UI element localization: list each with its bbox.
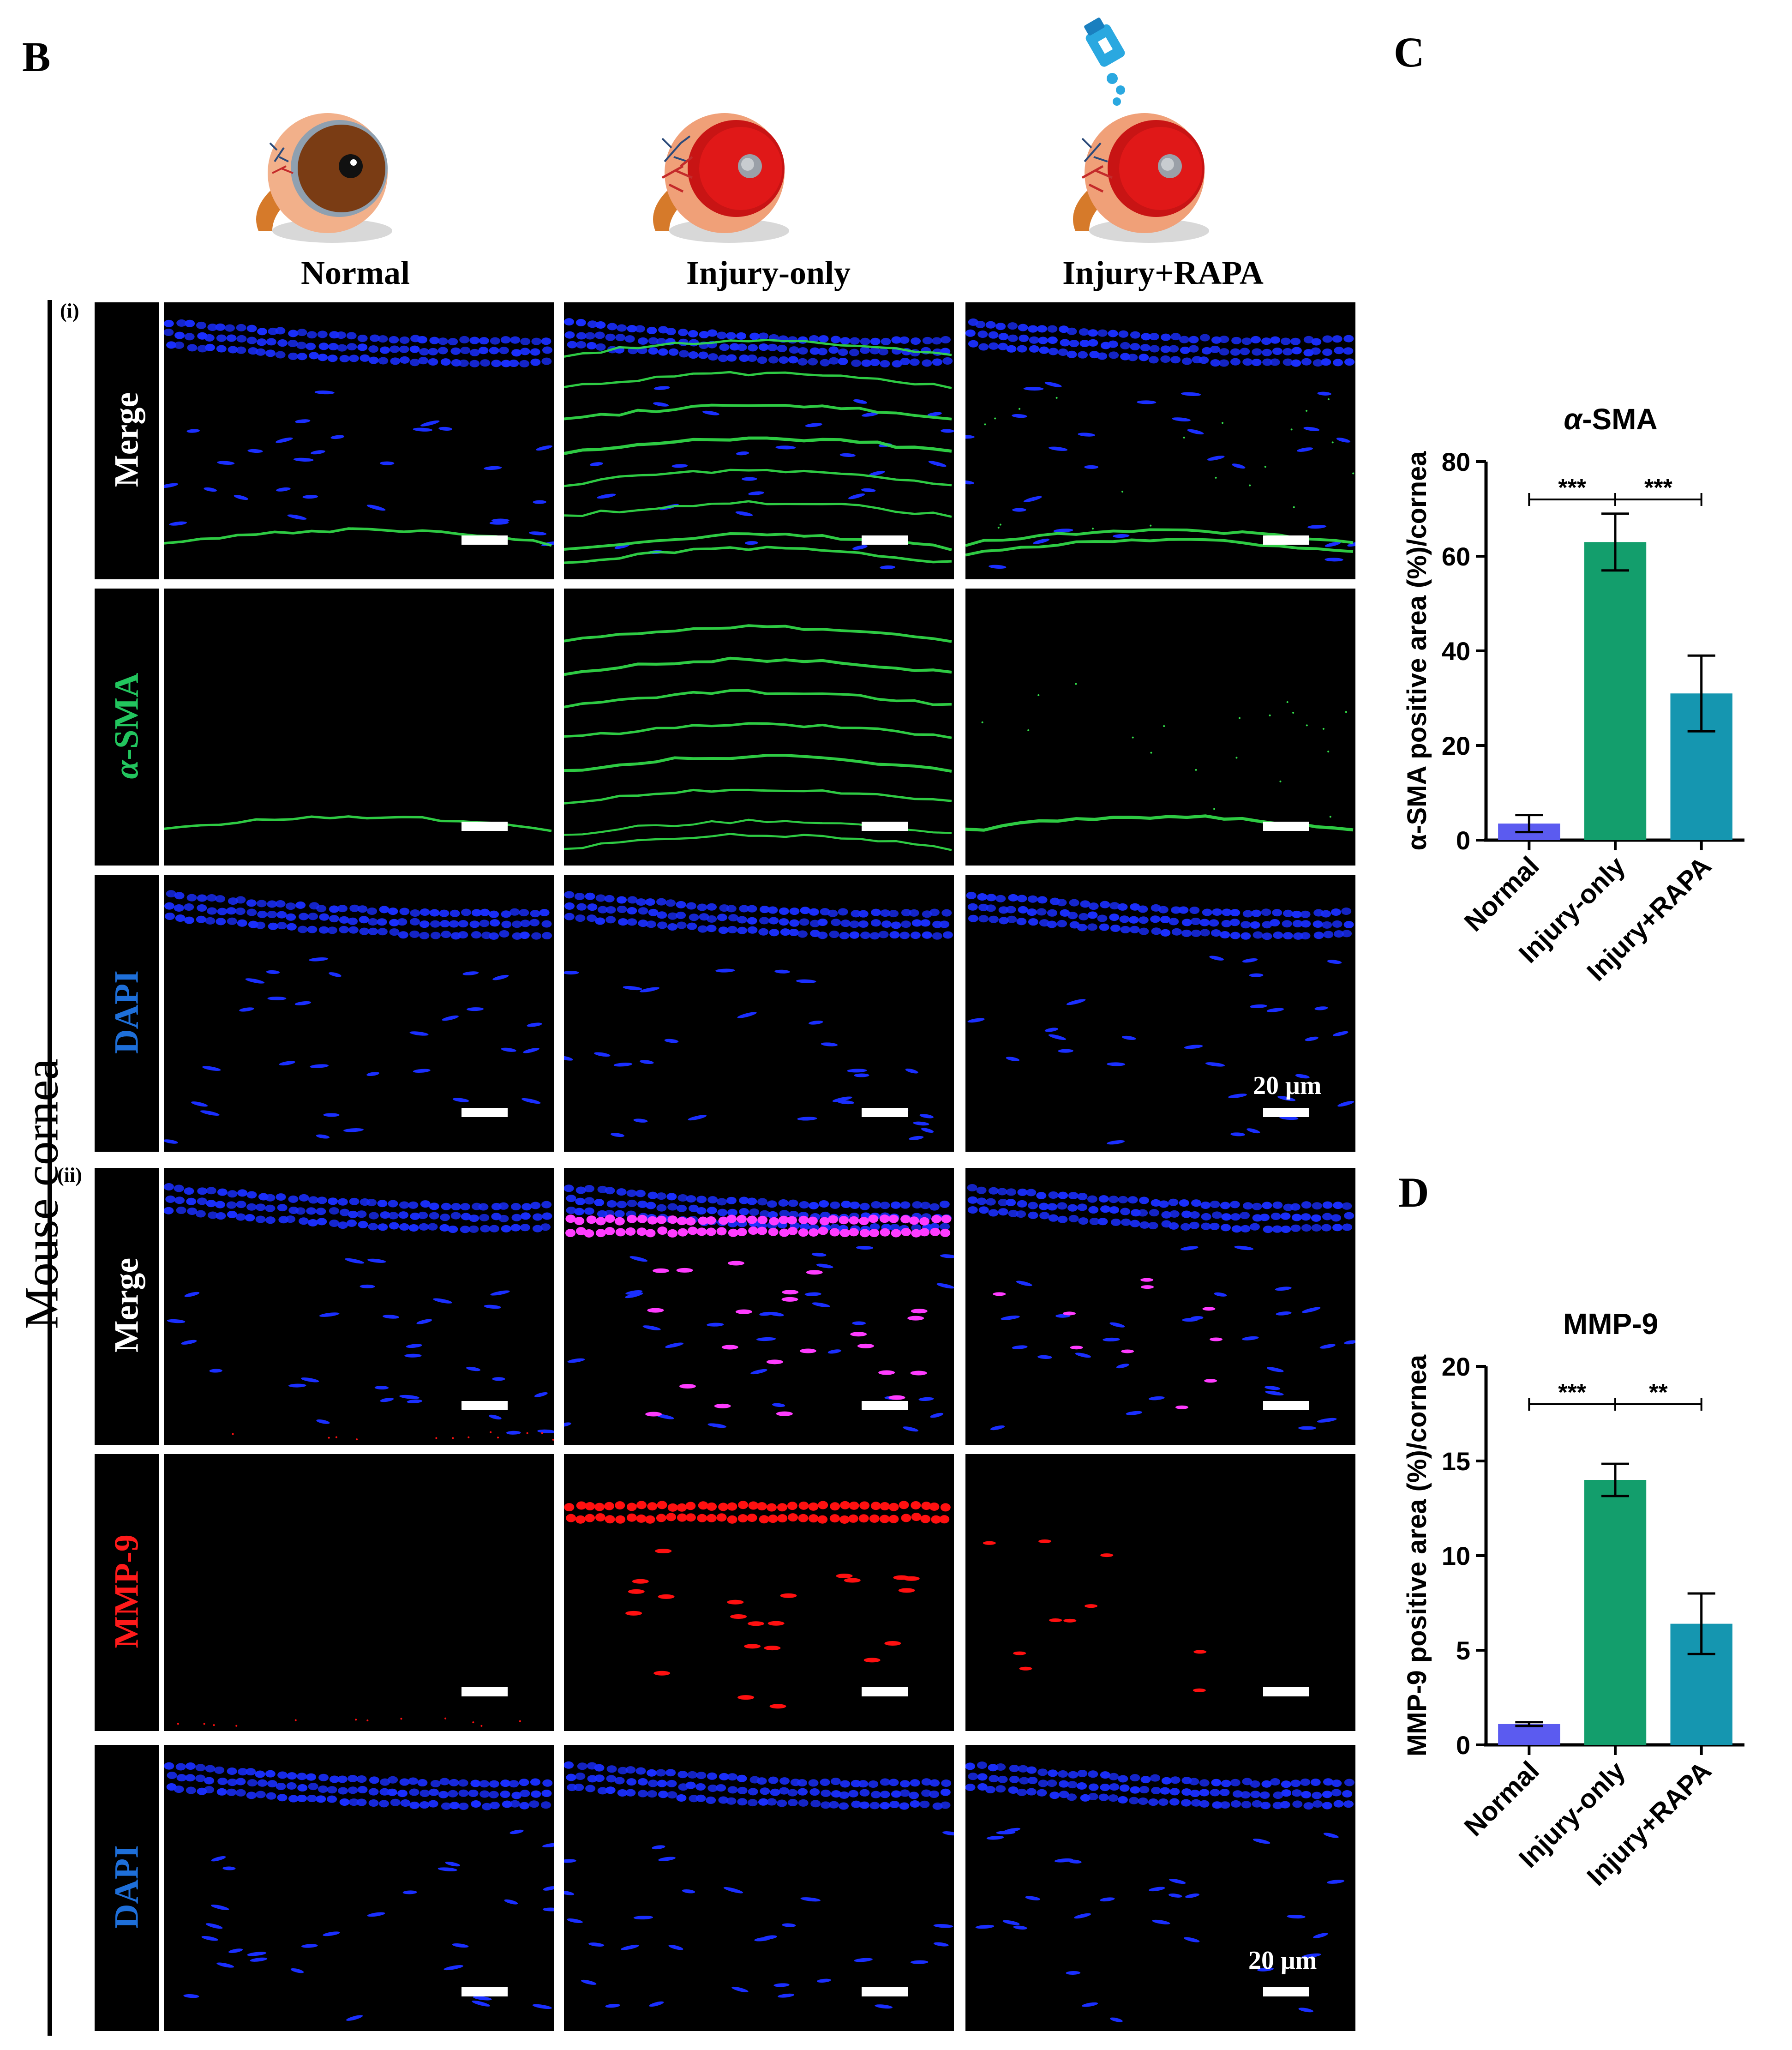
row-label-box-dapi-i: [95, 875, 159, 1152]
mmp9-chart-category-label: Normal: [1458, 1755, 1545, 1842]
row-label-merge-ii: Merge: [108, 1257, 146, 1353]
asma-chart-sig-stars: ***: [1644, 475, 1672, 501]
micrograph-mergeA-normal: [164, 302, 554, 579]
micrograph-mmp-injury-only: [564, 1454, 954, 1731]
row-label-asma: α-SMA: [108, 673, 146, 779]
row-label-box-asma: [95, 589, 159, 866]
mmp9-chart-ytick-label: 0: [1456, 1731, 1470, 1760]
row-label-dapi-ii: DAPI: [108, 1845, 146, 1929]
chart-mmp9: MMP-9 MMP-9 positive area (%)/cornea 0 5 10 1…: [1402, 1307, 1744, 1892]
mmp9-chart-ylabel: MMP-9 positive area (%)/cornea: [1402, 1354, 1432, 1756]
asma-chart-title-prefix: α: [1564, 403, 1583, 436]
column-label-injury-rapa: Injury+RAPA: [1062, 254, 1264, 291]
micrograph-asma-injury-only: [564, 589, 954, 866]
micrograph-mergeA-injury-only: [564, 302, 954, 579]
row-label-merge-i: Merge: [108, 392, 146, 487]
micrograph-dapi-injury-only: [564, 1745, 954, 2031]
section-label-i: (i): [60, 300, 79, 322]
row-label-box-merge-i: [95, 302, 159, 579]
mmp9-chart-title-text: MMP-9: [1563, 1307, 1658, 1341]
micrograph-dapi-injury-rapa: [965, 875, 1355, 1152]
micrograph-dapi-injury-rapa: [965, 1745, 1355, 2031]
chart-asma: α-SMA α-SMA positive area (%)/cornea 0 20 40…: [1402, 403, 1744, 987]
scale-bar-label-ii: 20 μm: [1248, 1946, 1317, 1975]
row-label-mmp9: MMP-9: [108, 1534, 146, 1648]
mmp9-chart-ytick-label: 15: [1442, 1447, 1470, 1476]
panel-letter-b: B: [22, 33, 51, 80]
asma-chart-ytick-label: 80: [1442, 447, 1470, 476]
mmp9-chart-sig-stars: **: [1649, 1379, 1668, 1406]
micrograph-asma-injury-rapa: [965, 589, 1355, 866]
asma-chart-ytick-label: 0: [1456, 826, 1470, 855]
micrograph-asma-normal: [164, 589, 554, 866]
column-label-injury-only: Injury-only: [686, 254, 851, 291]
mmp9-chart-bar: [1584, 1480, 1647, 1745]
asma-chart-ytick-label: 20: [1442, 731, 1470, 760]
mmp9-chart-title: MMP-9: [1563, 1307, 1658, 1341]
asma-chart-ytick-label: 40: [1442, 637, 1470, 666]
side-label-mouse-cornea: Mouse cornea: [15, 1058, 68, 1329]
micrograph-mmp-normal: [164, 1454, 554, 1731]
micrograph-dapi-normal: [164, 875, 554, 1152]
eye-illustration-normal: [240, 92, 397, 249]
row-label-box-merge-ii: [95, 1168, 159, 1445]
eye-illustration-injury-only: [637, 92, 794, 249]
asma-chart-ylabel: α-SMA positive area (%)/cornea: [1402, 451, 1432, 851]
micrograph-mergeM-normal: [164, 1168, 554, 1445]
micrograph-mergeA-injury-rapa: [965, 302, 1355, 579]
section-bracket-line: [48, 300, 52, 2036]
micrograph-dapi-injury-only: [564, 875, 954, 1152]
section-label-ii: (ii): [57, 1164, 82, 1186]
panel-letter-d: D: [1398, 1169, 1429, 1216]
micrograph-mmp-injury-rapa: [965, 1454, 1355, 1731]
micrograph-mergeM-injury-rapa: [965, 1168, 1355, 1445]
asma-chart-title-text: -SMA: [1582, 403, 1658, 436]
mmp9-chart-sig-stars: ***: [1558, 1379, 1586, 1406]
scale-bar-label-i: 20 μm: [1253, 1071, 1322, 1100]
asma-chart-category-label: Normal: [1458, 851, 1545, 937]
asma-chart-sig-stars: ***: [1558, 475, 1586, 501]
micrograph-dapi-normal: [164, 1745, 554, 2031]
asma-chart-bar: [1584, 542, 1647, 840]
mmp9-chart-bar: [1498, 1724, 1560, 1745]
asma-chart-title: α-SMA: [1564, 403, 1657, 436]
mmp9-chart-ytick-label: 10: [1442, 1541, 1470, 1570]
mmp9-chart-ytick-label: 20: [1442, 1352, 1470, 1381]
panel-letter-c: C: [1394, 29, 1425, 76]
eye-illustration-injury-rapa: [1048, 14, 1214, 249]
column-label-normal: Normal: [301, 254, 410, 291]
row-label-box-mmp9: [95, 1454, 159, 1731]
row-label-box-dapi-ii: [95, 1745, 159, 2031]
micrograph-mergeM-injury-only: [564, 1168, 954, 1445]
mmp9-chart-ytick-label: 5: [1456, 1636, 1470, 1665]
row-label-dapi-i: DAPI: [108, 970, 146, 1054]
asma-chart-ytick-label: 60: [1442, 542, 1470, 571]
